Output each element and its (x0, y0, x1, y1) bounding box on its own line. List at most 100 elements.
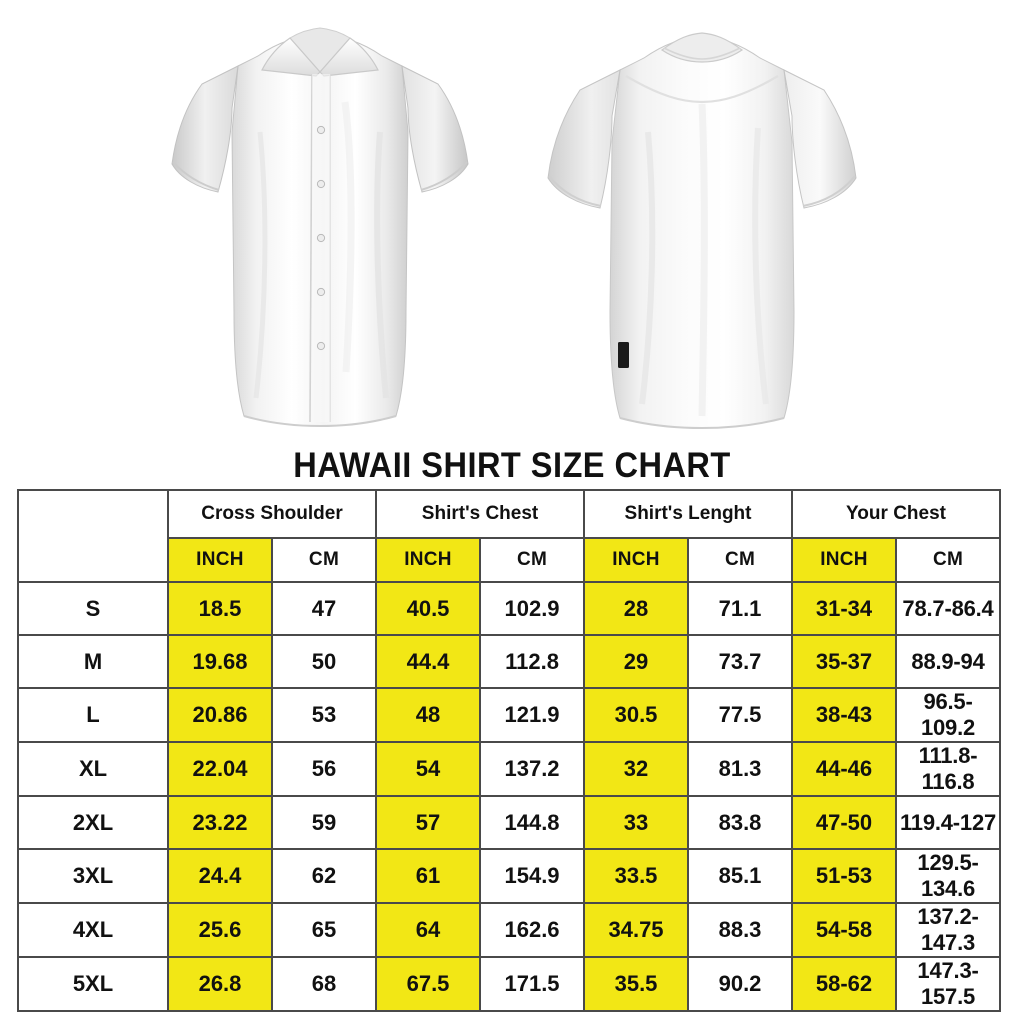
unit-header-your-chest-cm: CM (895, 537, 1002, 583)
cell-your-chest-cm: 78.7-86.4 (895, 581, 1002, 636)
cell-cross-shoulder-cm: 47 (270, 581, 378, 636)
cell-shirts-chest-cm: 154.9 (479, 848, 586, 904)
cell-cross-shoulder-inch: 19.68 (167, 634, 273, 689)
cell-shirts-chest-cm: 171.5 (479, 956, 586, 1012)
cell-your-chest-inch: 44-46 (791, 741, 898, 797)
cell-your-chest-cm: 111.8-116.8 (895, 741, 1002, 797)
cell-shirts-lenght-inch: 33.5 (583, 848, 690, 904)
cell-shirts-lenght-cm: 85.1 (687, 848, 794, 904)
table-row: 3XL 24.4 62 61 154.9 33.5 85.1 51-53 129.5-134.6 (17, 848, 1002, 904)
cell-shirts-chest-cm: 162.6 (479, 902, 586, 958)
size-label-cell: XL (17, 741, 169, 797)
size-chart-table: Cross Shoulder Shirt's Chest Shirt's Len… (17, 489, 1002, 1012)
cell-cross-shoulder-cm: 56 (270, 741, 378, 797)
cell-your-chest-cm: 129.5-134.6 (895, 848, 1002, 904)
cell-shirts-lenght-cm: 83.8 (687, 795, 794, 850)
size-column-header (17, 489, 169, 583)
size-label-cell: 5XL (17, 956, 169, 1012)
cell-your-chest-cm: 137.2-147.3 (895, 902, 1002, 958)
cell-shirts-chest-cm: 112.8 (479, 634, 586, 689)
cell-your-chest-cm: 96.5-109.2 (895, 687, 1002, 743)
group-header-shirts-lenght: Shirt's Lenght (583, 489, 794, 539)
cell-cross-shoulder-inch: 24.4 (167, 848, 273, 904)
cell-cross-shoulder-cm: 68 (270, 956, 378, 1012)
cell-your-chest-inch: 35-37 (791, 634, 898, 689)
group-header-your-chest: Your Chest (791, 489, 1002, 539)
cell-shirts-chest-inch: 57 (375, 795, 482, 850)
size-label-cell: S (17, 581, 169, 636)
cell-shirts-lenght-cm: 90.2 (687, 956, 794, 1012)
cell-your-chest-cm: 88.9-94 (895, 634, 1002, 689)
cell-cross-shoulder-inch: 26.8 (167, 956, 273, 1012)
cell-cross-shoulder-inch: 20.86 (167, 687, 273, 743)
cell-shirts-lenght-inch: 34.75 (583, 902, 690, 958)
cell-your-chest-inch: 51-53 (791, 848, 898, 904)
cell-cross-shoulder-inch: 18.5 (167, 581, 273, 636)
size-label-cell: 2XL (17, 795, 169, 850)
table-row: L 20.86 53 48 121.9 30.5 77.5 38-43 96.5-109.2 (17, 687, 1002, 743)
cell-your-chest-inch: 38-43 (791, 687, 898, 743)
cell-cross-shoulder-cm: 53 (270, 687, 378, 743)
size-label-cell: M (17, 634, 169, 689)
cell-shirts-chest-inch: 61 (375, 848, 482, 904)
table-group-header-row: Cross Shoulder Shirt's Chest Shirt's Len… (17, 489, 1002, 583)
cell-shirts-chest-cm: 137.2 (479, 741, 586, 797)
table-row: 4XL 25.6 65 64 162.6 34.75 88.3 54-58 137.2-147.… (17, 902, 1002, 958)
cell-shirts-lenght-inch: 32 (583, 741, 690, 797)
table-row: M 19.68 50 44.4 112.8 29 73.7 35-37 88.9-94 (17, 634, 1002, 689)
cell-shirts-chest-cm: 144.8 (479, 795, 586, 850)
cell-shirts-chest-inch: 54 (375, 741, 482, 797)
table-row: 2XL 23.22 59 57 144.8 33 83.8 47-50 119.4-127 (17, 795, 1002, 850)
cell-your-chest-inch: 58-62 (791, 956, 898, 1012)
unit-header-cross-shoulder-cm: CM (270, 537, 378, 583)
group-header-cross-shoulder: Cross Shoulder (166, 489, 378, 539)
cell-shirts-chest-cm: 102.9 (479, 581, 586, 636)
cell-cross-shoulder-inch: 23.22 (167, 795, 273, 850)
cell-cross-shoulder-cm: 50 (270, 634, 378, 689)
cell-shirts-chest-inch: 40.5 (375, 581, 482, 636)
unit-header-cross-shoulder-inch: INCH (167, 537, 273, 583)
cell-shirts-chest-inch: 67.5 (375, 956, 482, 1012)
cell-shirts-lenght-inch: 33 (583, 795, 690, 850)
cell-your-chest-inch: 54-58 (791, 902, 898, 958)
table-row: 5XL 26.8 68 67.5 171.5 35.5 90.2 58-62 147.3-157… (17, 956, 1002, 1012)
unit-header-your-chest-inch: INCH (791, 537, 898, 583)
size-label-cell: L (17, 687, 169, 743)
cell-cross-shoulder-cm: 62 (270, 848, 378, 904)
cell-shirts-lenght-inch: 28 (583, 581, 690, 636)
cell-shirts-lenght-cm: 71.1 (687, 581, 794, 636)
table-row: S 18.5 47 40.5 102.9 28 71.1 31-34 78.7-86.4 (17, 581, 1002, 636)
cell-shirts-lenght-cm: 88.3 (687, 902, 794, 958)
shirt-front-image (140, 12, 500, 432)
size-label-cell: 4XL (17, 902, 169, 958)
cell-your-chest-inch: 31-34 (791, 581, 898, 636)
cell-shirts-lenght-inch: 29 (583, 634, 690, 689)
table-unit-header-row: INCH CM INCH CM INCH CM INCH CM (18, 537, 1002, 583)
cell-your-chest-cm: 119.4-127 (895, 795, 1002, 850)
shirt-back-image (522, 12, 882, 432)
cell-shirts-lenght-cm: 73.7 (687, 634, 794, 689)
cell-shirts-chest-inch: 44.4 (375, 634, 482, 689)
cell-shirts-lenght-cm: 77.5 (687, 687, 794, 743)
unit-header-shirts-lenght-cm: CM (687, 537, 794, 583)
cell-cross-shoulder-inch: 25.6 (167, 902, 273, 958)
unit-header-shirts-chest-cm: CM (479, 537, 586, 583)
cell-your-chest-inch: 47-50 (791, 795, 898, 850)
shirt-hem-tag (618, 342, 629, 368)
unit-header-shirts-chest-inch: INCH (375, 537, 482, 583)
cell-shirts-chest-inch: 64 (375, 902, 482, 958)
cell-your-chest-cm: 147.3-157.5 (895, 956, 1002, 1012)
cell-shirts-lenght-inch: 35.5 (583, 956, 690, 1012)
unit-header-shirts-lenght-inch: INCH (583, 537, 690, 583)
product-image-gallery (0, 0, 1024, 442)
cell-shirts-chest-inch: 48 (375, 687, 482, 743)
page-title: HAWAII SHIRT SIZE CHART (293, 446, 731, 485)
cell-shirts-lenght-cm: 81.3 (687, 741, 794, 797)
cell-shirts-chest-cm: 121.9 (479, 687, 586, 743)
size-chart-body: S 18.5 47 40.5 102.9 28 71.1 31-34 78.7-86.4 M 19.… (17, 581, 1002, 1012)
table-row: XL 22.04 56 54 137.2 32 81.3 44-46 111.8-116.8 (17, 741, 1002, 797)
cell-cross-shoulder-inch: 22.04 (167, 741, 273, 797)
cell-cross-shoulder-cm: 65 (270, 902, 378, 958)
cell-shirts-lenght-inch: 30.5 (583, 687, 690, 743)
size-label-cell: 3XL (17, 848, 169, 904)
